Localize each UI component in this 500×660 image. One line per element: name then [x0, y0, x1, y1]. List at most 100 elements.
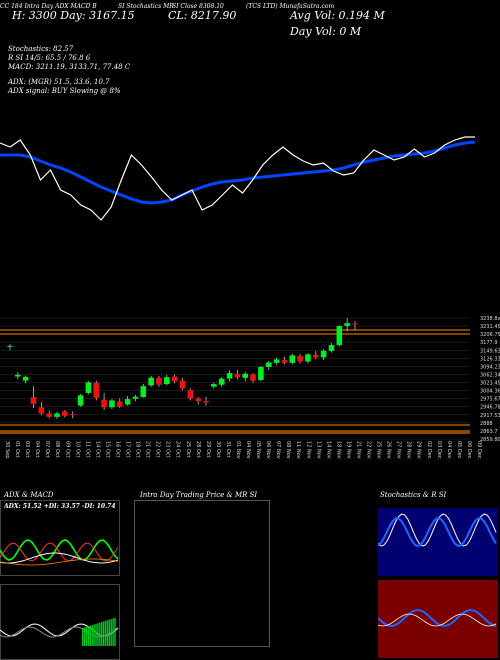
y-tick-label: 2863.7	[480, 429, 498, 435]
macd-histogram-bar	[110, 619, 112, 646]
x-tick-label: 23 Oct	[165, 441, 171, 458]
x-tick-label: 27 Nov	[396, 441, 402, 459]
macd-lines	[0, 617, 119, 646]
x-tick-label: 12 Nov	[305, 441, 311, 459]
y-tick-label: 3238.8x	[480, 316, 500, 322]
candle-body	[62, 411, 68, 416]
x-tick-label: 25 Oct	[185, 441, 191, 458]
candle-body	[164, 377, 170, 385]
x-tick-label: 09 Dec	[476, 441, 482, 459]
x-tick-label: 28 Oct	[195, 441, 201, 458]
y-tick-label: 3023.45	[480, 381, 500, 387]
x-tick-label: 31 Oct	[225, 441, 231, 458]
candle-body	[242, 373, 249, 378]
candle-body	[22, 376, 29, 381]
candle-body	[203, 401, 209, 403]
y-tick-label: 3004.36	[480, 389, 500, 395]
candle-body	[101, 399, 107, 408]
x-tick-label: 24 Oct	[175, 441, 181, 458]
adx-readout: ADX: (MGR) 51.5, 33.6, 10.7	[8, 78, 110, 86]
y-tick-label: 3126.33	[480, 356, 500, 362]
macd-histogram-bar	[114, 617, 116, 646]
x-tick-label: 04 Oct	[34, 441, 40, 458]
y-tick-label: 3206.75	[480, 332, 500, 338]
adx-macd-title: ADX & MACD	[4, 491, 54, 499]
macd-histogram-bar	[112, 618, 114, 646]
x-tick-label: 08 Nov	[285, 441, 291, 459]
candle-body	[179, 380, 186, 389]
rsi-readout: R SI 14/5: 65.5 / 76.8 6	[8, 54, 91, 62]
x-tick-label: 26 Nov	[386, 441, 392, 459]
sma-line	[0, 140, 476, 205]
x-tick-label: 21 Oct	[145, 441, 151, 458]
x-tick-label: 01 Nov	[235, 441, 241, 459]
rsi-lines	[378, 609, 497, 627]
macd-histogram-bar	[95, 623, 97, 646]
y-tick-label: 3177.9	[480, 340, 498, 346]
candle-body	[30, 397, 37, 404]
day-volume: Day Vol: 0 M	[290, 25, 362, 38]
candle-body	[156, 377, 162, 385]
candle-body	[312, 354, 319, 358]
candle-body	[85, 382, 92, 393]
y-tick-label: 3149.63	[480, 348, 500, 354]
macd-readout: MACD: 3211.19, 3133.71, 77.48 C	[8, 63, 131, 71]
candle-body	[77, 395, 84, 406]
header-line-1b: SI Stochastics MR	[118, 3, 174, 10]
candle-body	[218, 378, 225, 385]
x-tick-label: 11 Oct	[84, 441, 90, 458]
x-tick-label: 21 Nov	[355, 441, 361, 459]
adx-signal: ADX signal: BUY Slowing @ 8%	[8, 87, 121, 95]
y-tick-label: 3062.34	[480, 372, 500, 378]
x-tick-label: 06 Nov	[265, 441, 271, 459]
candle-body	[46, 413, 53, 417]
header-hday: H: 3300 Day: 3167.15	[12, 9, 135, 22]
intraday-title: Intra Day Trading Price & MR SI	[140, 491, 258, 499]
candle-body	[7, 345, 13, 347]
x-tick-label: 17 Oct	[125, 441, 131, 458]
macd-histogram-bar	[101, 622, 103, 646]
candle-body	[93, 382, 100, 398]
candle-body	[211, 384, 217, 387]
x-tick-label: 14 Nov	[325, 441, 331, 459]
macd-histogram-bar	[99, 622, 101, 646]
x-tick-label: 02 Dec	[426, 441, 432, 459]
di-minus-line	[0, 542, 119, 562]
x-tick-label: 07 Nov	[275, 441, 281, 459]
macd-histogram-bar	[87, 626, 90, 646]
candle-body	[116, 401, 123, 407]
price-line	[0, 136, 475, 221]
candle-body	[109, 400, 115, 408]
x-tick-label: 08 Oct	[54, 441, 60, 458]
header-close: SI Close 8308.10	[172, 3, 224, 10]
stochastics-title: Stochastics & R SI	[380, 491, 447, 499]
avg-volume: Avg Vol: 0.194 M	[290, 9, 385, 22]
candle-body	[297, 356, 303, 362]
candle-body	[344, 323, 350, 326]
adx-macd-panel	[0, 500, 120, 660]
stoch-d-line	[378, 517, 497, 547]
macd-histogram-bar	[82, 628, 84, 646]
candle-body	[38, 407, 45, 414]
candle-body	[148, 377, 154, 386]
y-tick-label: 2946.78	[480, 405, 500, 411]
candle-body	[250, 374, 256, 381]
y-tick-label: 3094.23	[480, 364, 500, 370]
x-tick-label: 05 Nov	[255, 441, 261, 459]
x-tick-label: 04 Dec	[446, 441, 452, 459]
candle-body	[195, 398, 201, 402]
y-tick-label: 2975.67	[480, 397, 500, 403]
x-tick-label: 16 Oct	[114, 441, 120, 458]
macd-histogram-bar	[106, 620, 109, 646]
candle-body	[54, 413, 60, 417]
adx-lines	[0, 539, 119, 566]
adx-panel-readout: ADX: 51.52 +DI: 33.57 -DI: 10.74	[4, 503, 116, 510]
support-band	[0, 431, 470, 434]
rsi-bg	[378, 580, 498, 658]
header-company: (TCS LTD) MunafaSutra.com	[246, 3, 335, 10]
candle-body	[15, 374, 21, 377]
x-tick-label: 25 Nov	[376, 441, 382, 459]
y-tick-label: 2888	[480, 421, 493, 427]
candle-body	[234, 373, 241, 378]
y-tick-label: 3231.45	[480, 324, 500, 330]
